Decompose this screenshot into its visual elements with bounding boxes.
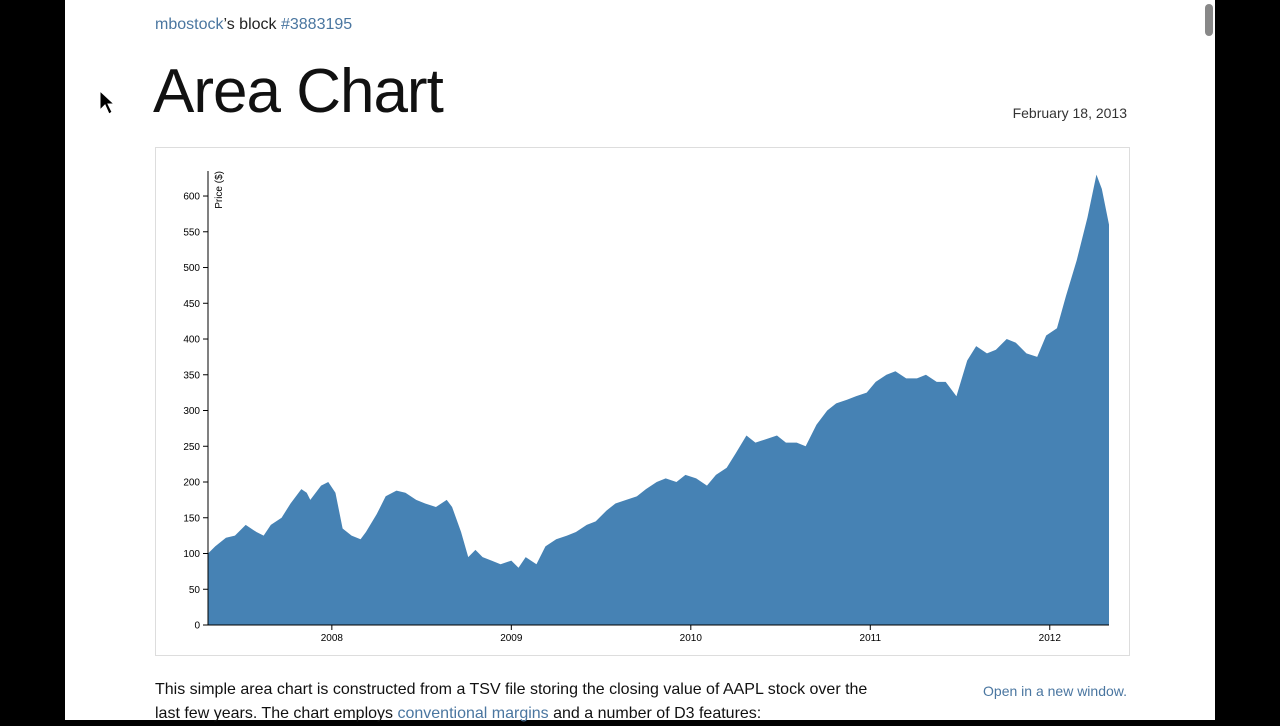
y-tick-label: 600 — [183, 192, 200, 203]
text: and a number of D3 features: — [548, 705, 762, 722]
y-tick-label: 300 — [183, 406, 200, 417]
y-tick-label: 500 — [183, 263, 200, 274]
block-word: ’s block — [223, 16, 277, 33]
date: February 18, 2013 — [1012, 105, 1127, 121]
text: This simple area chart is constructed fr… — [155, 681, 868, 722]
y-axis-label: Price ($) — [214, 171, 225, 209]
breadcrumb: mbostock’s block #3883195 — [155, 16, 352, 34]
x-tick-label: 2009 — [500, 633, 523, 644]
cursor — [99, 90, 115, 115]
y-tick-label: 350 — [183, 370, 200, 381]
y-tick-label: 100 — [183, 549, 200, 560]
chart-frame: 0 50 100 150 200 250 300 350 400 450 500 550 600 2008… — [155, 147, 1130, 656]
x-tick-label: 2008 — [321, 633, 344, 644]
x-tick-label: 2012 — [1039, 633, 1062, 644]
open-link[interactable]: Open in a new window. — [983, 683, 1127, 699]
y-tick-label: 50 — [189, 585, 201, 596]
page: mbostock’s block #3883195 Area Chart Feb… — [65, 0, 1215, 722]
y-tick-label: 550 — [183, 227, 200, 238]
y-tick-label: 450 — [183, 299, 200, 310]
y-tick-label: 0 — [194, 621, 200, 632]
y-tick-label: 250 — [183, 442, 200, 453]
area — [208, 174, 1109, 625]
description: This simple area chart is constructed fr… — [155, 678, 895, 726]
scrollbar[interactable] — [1205, 4, 1213, 36]
y-tick-label: 200 — [183, 478, 200, 489]
x-tick-label: 2010 — [680, 633, 703, 644]
chart: 0 50 100 150 200 250 300 350 400 450 500 550 600 2008… — [183, 171, 1109, 644]
x-tick-label: 2011 — [860, 633, 882, 644]
y-tick-label: 400 — [183, 335, 200, 346]
y-tick-label: 150 — [183, 513, 200, 524]
author-link[interactable]: mbostock — [155, 16, 224, 33]
link[interactable]: conventional margins — [397, 705, 549, 722]
page-title: Area Chart — [153, 57, 444, 126]
block-id-link[interactable]: #3883195 — [280, 16, 353, 33]
